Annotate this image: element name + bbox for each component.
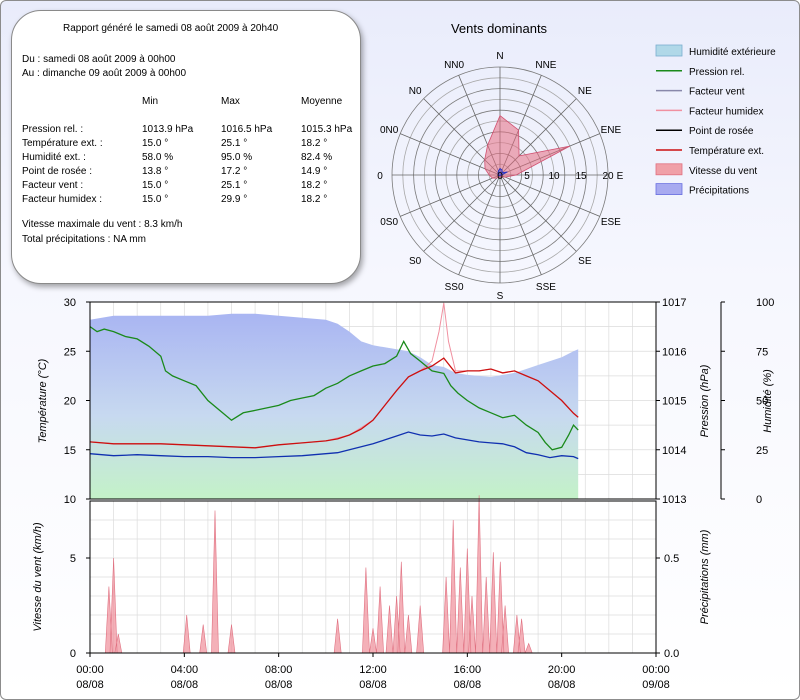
report-row-avg: 18.2 °	[301, 138, 328, 149]
x-tick-date: 08/08	[454, 679, 482, 691]
x-tick-date: 08/08	[548, 679, 576, 691]
report-row-avg: 18.2 °	[301, 194, 328, 205]
x-tick-date: 08/08	[171, 679, 199, 691]
total-precip: Total précipitations : NA mm	[22, 234, 146, 245]
col-header-avg: Moyenne	[301, 96, 343, 107]
col-header-max: Max	[221, 96, 240, 107]
temperature-line	[89, 357, 579, 449]
pressure-axis-title: Pression (hPa)	[699, 364, 711, 437]
pressure-line	[89, 326, 579, 451]
x-tick-time: 00:00	[642, 664, 670, 676]
report-title: Rapport généré le samedi 08 août 2009 à …	[63, 23, 279, 34]
pressure-tick-label: 1015	[662, 396, 686, 408]
x-tick-time: 20:00	[548, 664, 576, 676]
temp-tick-label: 10	[64, 494, 76, 506]
report-row-min: 13.8 °	[142, 166, 169, 177]
x-tick-time: 00:00	[76, 664, 104, 676]
report-row-label: Température ext. :	[22, 138, 103, 149]
report-card: Rapport généré le samedi 08 août 2009 à …	[11, 10, 361, 284]
temp-tick-label: 15	[64, 445, 76, 457]
x-tick-date: 08/08	[265, 679, 293, 691]
precip-tick-label: 0.0	[664, 648, 679, 660]
temp-axis-title: Température (°C)	[37, 358, 49, 443]
report-row-avg: 14.9 °	[301, 166, 328, 177]
period-from: Du : samedi 08 août 2009 à 00h00	[22, 54, 176, 65]
report-row-min: 58.0 %	[142, 152, 174, 163]
temp-tick-label: 30	[64, 297, 76, 309]
report-row-avg: 18.2 °	[301, 180, 328, 191]
humidity-tick-label: 75	[756, 346, 768, 358]
wind-axis-title: Vitesse du vent (km/h)	[32, 522, 44, 632]
humidity-tick-label: 25	[756, 445, 768, 457]
pressure-tick-label: 1017	[662, 297, 686, 309]
report-row-min: 15.0 °	[142, 138, 169, 149]
pressure-tick-label: 1013	[662, 494, 686, 506]
humidity-tick-label: 0	[756, 494, 762, 506]
report-row-label: Point de rosée :	[22, 166, 93, 177]
report-row-avg: 1015.3 hPa	[301, 124, 353, 135]
report-row-max: 29.9 °	[221, 194, 248, 205]
max-wind: Vitesse maximale du vent : 8.3 km/h	[22, 219, 183, 230]
report-row-label: Pression rel. :	[22, 124, 84, 135]
report-row-label: Facteur vent :	[22, 180, 84, 191]
pressure-tick-label: 1016	[662, 346, 686, 358]
report-row-max: 25.1 °	[221, 138, 248, 149]
x-tick-time: 16:00	[454, 664, 482, 676]
report-row-max: 1016.5 hPa	[221, 124, 273, 135]
report-row-avg: 82.4 %	[301, 152, 333, 163]
report-row-label: Facteur humidex :	[22, 194, 103, 205]
dew-point-line	[89, 431, 579, 460]
x-tick-time: 04:00	[171, 664, 199, 676]
temp-tick-label: 25	[64, 346, 76, 358]
wind-tick-label: 0	[70, 648, 76, 660]
precip-axis-title: Précipitations (mm)	[699, 529, 711, 624]
x-tick-time: 12:00	[359, 664, 387, 676]
humidity-area	[90, 313, 579, 499]
report-row-max: 17.2 °	[221, 166, 248, 177]
temp-tick-label: 20	[64, 396, 76, 408]
x-tick-date: 09/08	[642, 679, 670, 691]
x-tick-date: 08/08	[359, 679, 387, 691]
report-row-label: Humidité ext. :	[22, 152, 86, 163]
report-row-min: 15.0 °	[142, 180, 169, 191]
report-row-min: 15.0 °	[142, 194, 169, 205]
report-row-min: 1013.9 hPa	[142, 124, 194, 135]
report-row-max: 95.0 %	[221, 152, 253, 163]
x-tick-time: 08:00	[265, 664, 293, 676]
col-header-min: Min	[142, 96, 159, 107]
humidity-tick-label: 100	[756, 297, 774, 309]
wind-tick-label: 5	[70, 553, 76, 565]
pressure-tick-label: 1014	[662, 445, 686, 457]
precip-tick-label: 0.5	[664, 553, 679, 565]
period-to: Au : dimanche 09 août 2009 à 00h00	[22, 68, 187, 79]
x-tick-date: 08/08	[76, 679, 104, 691]
report-row-max: 25.1 °	[221, 180, 248, 191]
humidity-tick-label: 50	[756, 396, 768, 408]
humidity-axis-title: Humidité (%)	[762, 369, 774, 433]
